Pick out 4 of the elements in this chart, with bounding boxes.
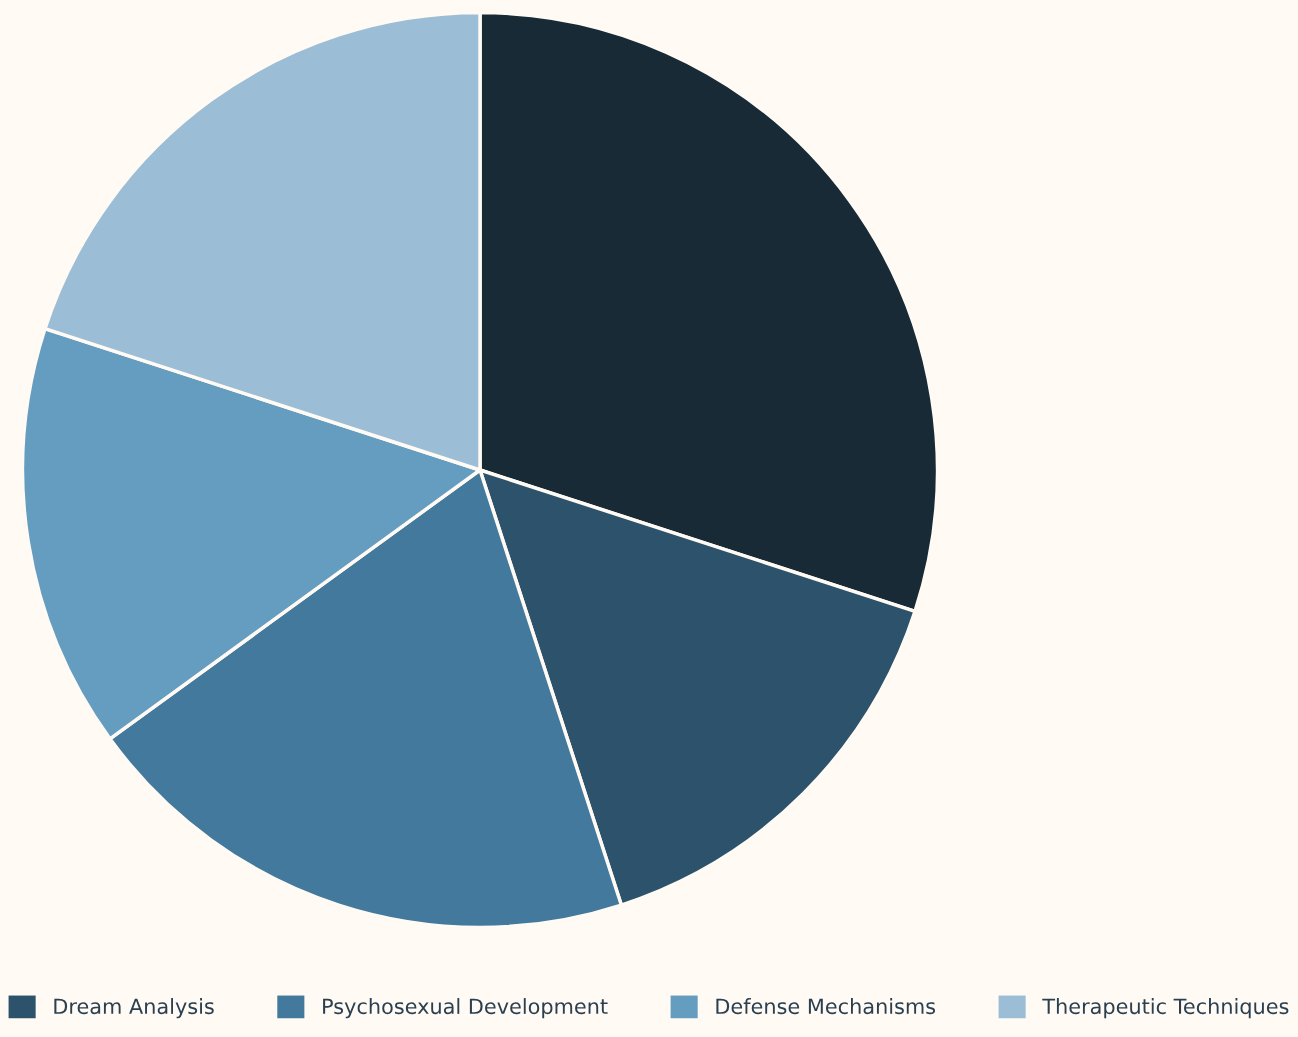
legend-label: Defense Mechanisms xyxy=(716,998,936,1015)
legend-label: Dream Analysis xyxy=(54,998,214,1019)
legend-label: Psychosexual Development xyxy=(323,998,608,1019)
legend-label: Therapeutic Techniques xyxy=(1042,998,1289,1019)
